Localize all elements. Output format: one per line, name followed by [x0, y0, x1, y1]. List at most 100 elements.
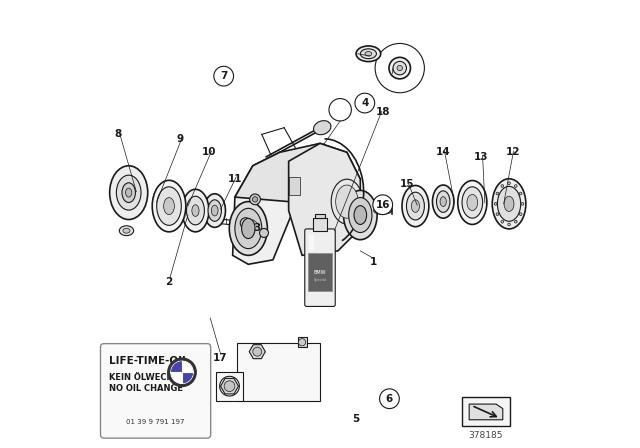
- Bar: [216, 372, 243, 401]
- Text: 5: 5: [352, 414, 360, 424]
- Text: 14: 14: [436, 147, 451, 157]
- Ellipse shape: [192, 205, 199, 216]
- Text: 01 39 9 791 197: 01 39 9 791 197: [126, 419, 185, 425]
- Ellipse shape: [393, 61, 406, 75]
- Bar: [298, 337, 307, 347]
- Circle shape: [355, 93, 374, 113]
- Polygon shape: [469, 404, 503, 420]
- Wedge shape: [182, 372, 193, 383]
- Ellipse shape: [406, 192, 424, 220]
- Polygon shape: [235, 143, 360, 202]
- Text: BMW: BMW: [314, 270, 326, 275]
- Ellipse shape: [344, 190, 377, 240]
- Circle shape: [496, 192, 499, 195]
- Ellipse shape: [208, 200, 221, 221]
- Ellipse shape: [242, 219, 255, 239]
- Text: 9: 9: [177, 134, 184, 144]
- Ellipse shape: [462, 187, 483, 218]
- Ellipse shape: [119, 226, 134, 236]
- Circle shape: [508, 182, 511, 185]
- Circle shape: [373, 195, 392, 215]
- Ellipse shape: [229, 202, 268, 255]
- Circle shape: [168, 359, 195, 386]
- Circle shape: [168, 213, 177, 222]
- Bar: [289, 177, 300, 195]
- Ellipse shape: [164, 198, 174, 215]
- Bar: [315, 214, 325, 218]
- Circle shape: [253, 347, 262, 356]
- Ellipse shape: [152, 180, 186, 232]
- Polygon shape: [249, 345, 266, 359]
- Ellipse shape: [125, 188, 132, 197]
- Text: 10: 10: [202, 147, 216, 157]
- Text: 12: 12: [506, 147, 520, 157]
- Ellipse shape: [360, 49, 376, 59]
- Circle shape: [250, 194, 260, 205]
- Polygon shape: [289, 143, 360, 255]
- Circle shape: [508, 223, 511, 226]
- Circle shape: [260, 228, 269, 237]
- Ellipse shape: [492, 179, 526, 229]
- Circle shape: [494, 202, 497, 205]
- Circle shape: [380, 389, 399, 409]
- Ellipse shape: [123, 228, 130, 233]
- Ellipse shape: [116, 175, 141, 210]
- Circle shape: [252, 197, 258, 202]
- Ellipse shape: [356, 46, 381, 61]
- Ellipse shape: [157, 187, 181, 225]
- FancyBboxPatch shape: [305, 229, 335, 306]
- Text: LIFE-TIME-OIL: LIFE-TIME-OIL: [109, 356, 189, 366]
- Ellipse shape: [467, 194, 477, 211]
- Wedge shape: [182, 361, 193, 372]
- Ellipse shape: [504, 196, 514, 211]
- Bar: [314, 218, 327, 231]
- Ellipse shape: [440, 197, 446, 207]
- Ellipse shape: [204, 194, 225, 228]
- Text: 11: 11: [228, 174, 242, 184]
- Polygon shape: [233, 152, 293, 264]
- Circle shape: [496, 213, 499, 215]
- Ellipse shape: [397, 65, 403, 71]
- Ellipse shape: [412, 200, 419, 212]
- Text: 15: 15: [399, 179, 414, 189]
- Ellipse shape: [402, 185, 429, 227]
- Bar: [308, 253, 332, 291]
- Circle shape: [240, 218, 251, 228]
- Ellipse shape: [109, 166, 148, 220]
- Wedge shape: [171, 372, 182, 383]
- Ellipse shape: [458, 181, 487, 224]
- Text: 4: 4: [361, 98, 369, 108]
- Wedge shape: [171, 361, 182, 372]
- Polygon shape: [221, 379, 239, 394]
- Text: Special: Special: [314, 278, 326, 282]
- Ellipse shape: [436, 191, 450, 212]
- Text: 13: 13: [474, 152, 488, 162]
- Circle shape: [214, 66, 234, 86]
- Ellipse shape: [332, 179, 363, 224]
- Text: NO OIL CHANGE: NO OIL CHANGE: [109, 384, 184, 393]
- FancyBboxPatch shape: [100, 344, 211, 438]
- Text: 3: 3: [253, 224, 261, 233]
- Circle shape: [515, 185, 517, 187]
- Ellipse shape: [349, 198, 372, 233]
- Bar: [237, 343, 320, 401]
- Circle shape: [224, 381, 235, 392]
- Text: 7: 7: [220, 71, 227, 81]
- Text: 8: 8: [114, 129, 121, 139]
- Text: KEIN ÖLWECHSEL: KEIN ÖLWECHSEL: [109, 373, 191, 382]
- Text: 1: 1: [370, 257, 378, 267]
- Ellipse shape: [211, 205, 218, 216]
- Circle shape: [519, 213, 522, 215]
- Ellipse shape: [336, 185, 358, 218]
- Circle shape: [515, 220, 517, 223]
- Circle shape: [501, 220, 504, 223]
- Text: 378185: 378185: [468, 431, 503, 440]
- Bar: [463, 397, 509, 426]
- Ellipse shape: [314, 121, 331, 135]
- Ellipse shape: [365, 52, 372, 56]
- Text: 18: 18: [376, 107, 390, 117]
- Text: 17: 17: [213, 353, 228, 363]
- Ellipse shape: [497, 186, 521, 221]
- Ellipse shape: [433, 185, 454, 218]
- Circle shape: [519, 192, 522, 195]
